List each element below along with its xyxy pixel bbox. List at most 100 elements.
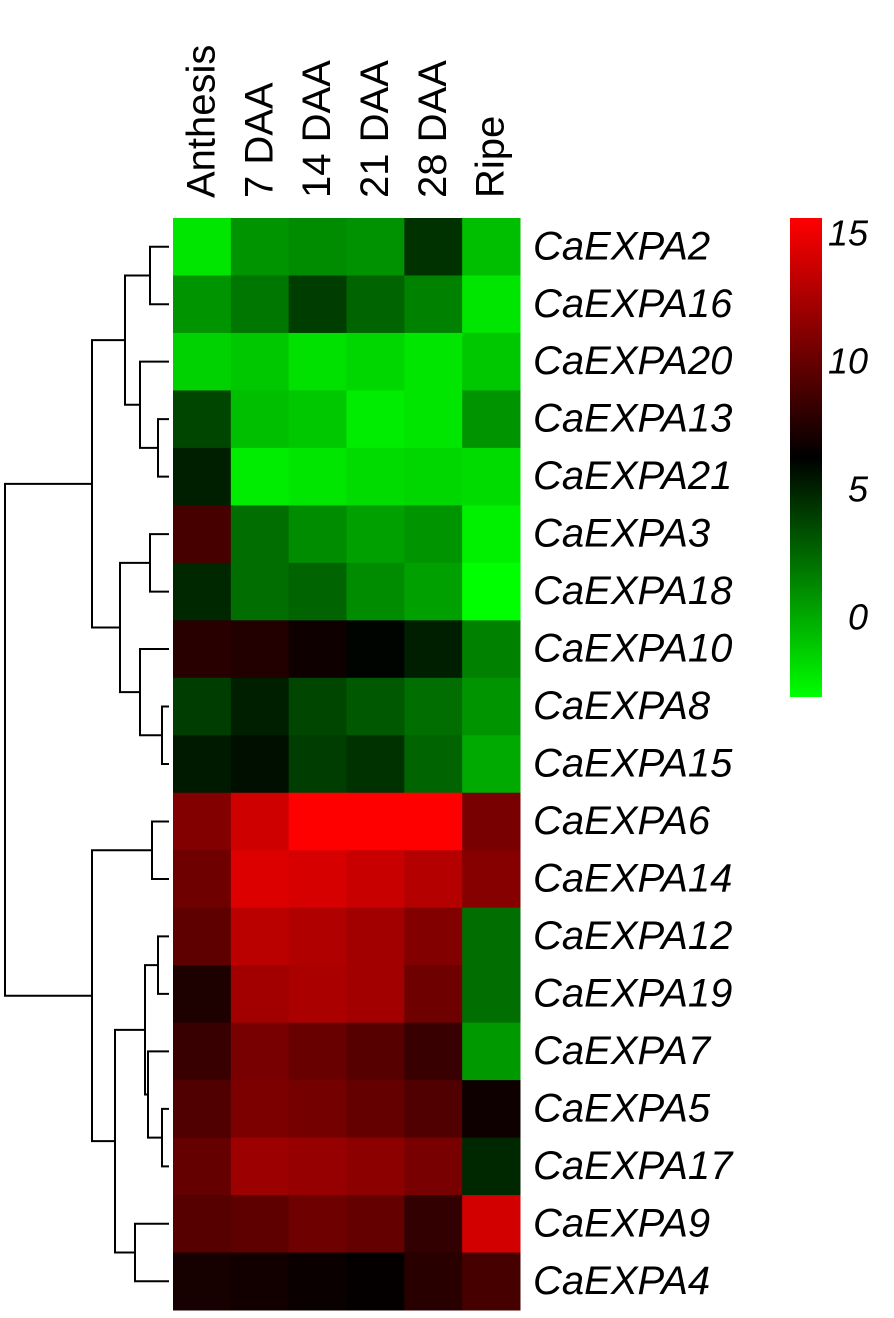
heat-cell — [230, 1195, 290, 1254]
heat-cell — [173, 390, 232, 449]
row-label: CaEXPA20 — [533, 339, 732, 383]
heat-cell — [288, 850, 347, 909]
heat-cell — [173, 562, 232, 621]
heat-cell — [288, 1252, 347, 1311]
dendrogram-branch — [149, 533, 169, 593]
heat-cell — [288, 218, 347, 276]
heat-cell — [346, 1195, 405, 1254]
dendrogram-branch — [157, 935, 169, 995]
dendrogram-branch — [139, 648, 169, 737]
heat-cell — [462, 907, 521, 966]
heat-cell — [173, 735, 232, 794]
heat-cell — [346, 390, 405, 449]
column-label: 28 DAA — [411, 60, 455, 198]
column-label: Ripe — [469, 116, 513, 198]
heat-cell — [230, 677, 290, 736]
dendrogram-branch — [149, 245, 169, 306]
heat-cell — [404, 447, 463, 506]
heat-cell — [173, 907, 232, 966]
heat-cell — [462, 1080, 521, 1139]
heat-cell — [346, 792, 405, 851]
heat-cell — [462, 792, 521, 851]
heat-cell — [173, 1022, 232, 1081]
dendrogram-branch — [151, 820, 169, 880]
heat-cell — [288, 1022, 347, 1081]
row-label: CaEXPA13 — [533, 397, 732, 441]
heat-cell — [288, 505, 347, 564]
heat-cell — [462, 965, 521, 1024]
heat-cell — [346, 1137, 405, 1196]
heat-cell — [230, 1022, 290, 1081]
colorbar-tick-label: 0 — [848, 597, 868, 638]
colorbar-tick-label: 15 — [828, 212, 869, 253]
heat-cell — [404, 792, 463, 851]
heat-cell — [230, 562, 290, 621]
heat-cell — [173, 505, 232, 564]
row-label: CaEXPA12 — [533, 914, 732, 958]
heat-cell — [404, 965, 463, 1024]
heat-cell — [230, 907, 290, 966]
heat-cell — [462, 1252, 521, 1311]
row-label: CaEXPA21 — [533, 454, 732, 498]
colorbar — [790, 218, 822, 697]
column-label: 14 DAA — [295, 60, 339, 198]
colorbar-tick-label: 5 — [848, 469, 869, 510]
row-label: CaEXPA2 — [533, 224, 710, 268]
dendrogram-branch — [134, 1222, 169, 1283]
heat-cell — [404, 1195, 463, 1254]
dendrogram-branch — [161, 1107, 169, 1168]
heat-cell — [173, 218, 232, 276]
dendrogram-branch — [4, 482, 92, 997]
heat-cell — [230, 332, 290, 391]
heat-cell — [404, 620, 463, 679]
heat-cell — [173, 1080, 232, 1139]
heat-cell — [462, 505, 521, 564]
heat-cell — [288, 332, 347, 391]
heat-cell — [230, 850, 290, 909]
heat-cell — [462, 620, 521, 679]
heat-cell — [462, 332, 521, 391]
heat-cell — [346, 735, 405, 794]
heat-cell — [230, 1137, 290, 1196]
heat-cell — [346, 505, 405, 564]
heat-cell — [288, 792, 347, 851]
dendrogram-branch — [119, 561, 150, 694]
heat-cell — [173, 1195, 232, 1254]
heat-cell — [346, 562, 405, 621]
heat-cell — [173, 1252, 232, 1311]
column-label: 7 DAA — [237, 82, 281, 198]
heat-cell — [346, 447, 405, 506]
dendrogram — [4, 245, 169, 1283]
heat-cell — [230, 735, 290, 794]
heat-cell — [230, 965, 290, 1024]
heat-cell — [462, 1195, 521, 1254]
heat-cell — [288, 735, 347, 794]
heat-cell — [404, 907, 463, 966]
heat-cell — [346, 332, 405, 391]
heat-cell — [288, 620, 347, 679]
heat-cell — [404, 850, 463, 909]
dendrogram-branch — [144, 964, 158, 1096]
heat-cell — [288, 1137, 347, 1196]
column-label: Anthesis — [179, 45, 223, 198]
heat-cell — [230, 620, 290, 679]
heat-cell — [173, 850, 232, 909]
heat-cell — [288, 965, 347, 1024]
heat-cell — [288, 1195, 347, 1254]
heat-cell — [288, 562, 347, 621]
dendrogram-branch — [139, 360, 169, 449]
heat-cell — [288, 1080, 347, 1139]
dendrogram-branch — [124, 274, 150, 406]
row-label: CaEXPA8 — [533, 684, 711, 728]
row-label: CaEXPA17 — [533, 1144, 734, 1188]
heat-cell — [346, 218, 405, 276]
row-label: CaEXPA15 — [533, 742, 733, 786]
heat-cell — [462, 1137, 521, 1196]
heat-cell — [173, 677, 232, 736]
heat-cell — [346, 1252, 405, 1311]
heat-cell — [462, 735, 521, 794]
heat-cell — [346, 275, 405, 334]
dendrogram-branch — [91, 849, 152, 1143]
row-label: CaEXPA3 — [533, 512, 710, 556]
